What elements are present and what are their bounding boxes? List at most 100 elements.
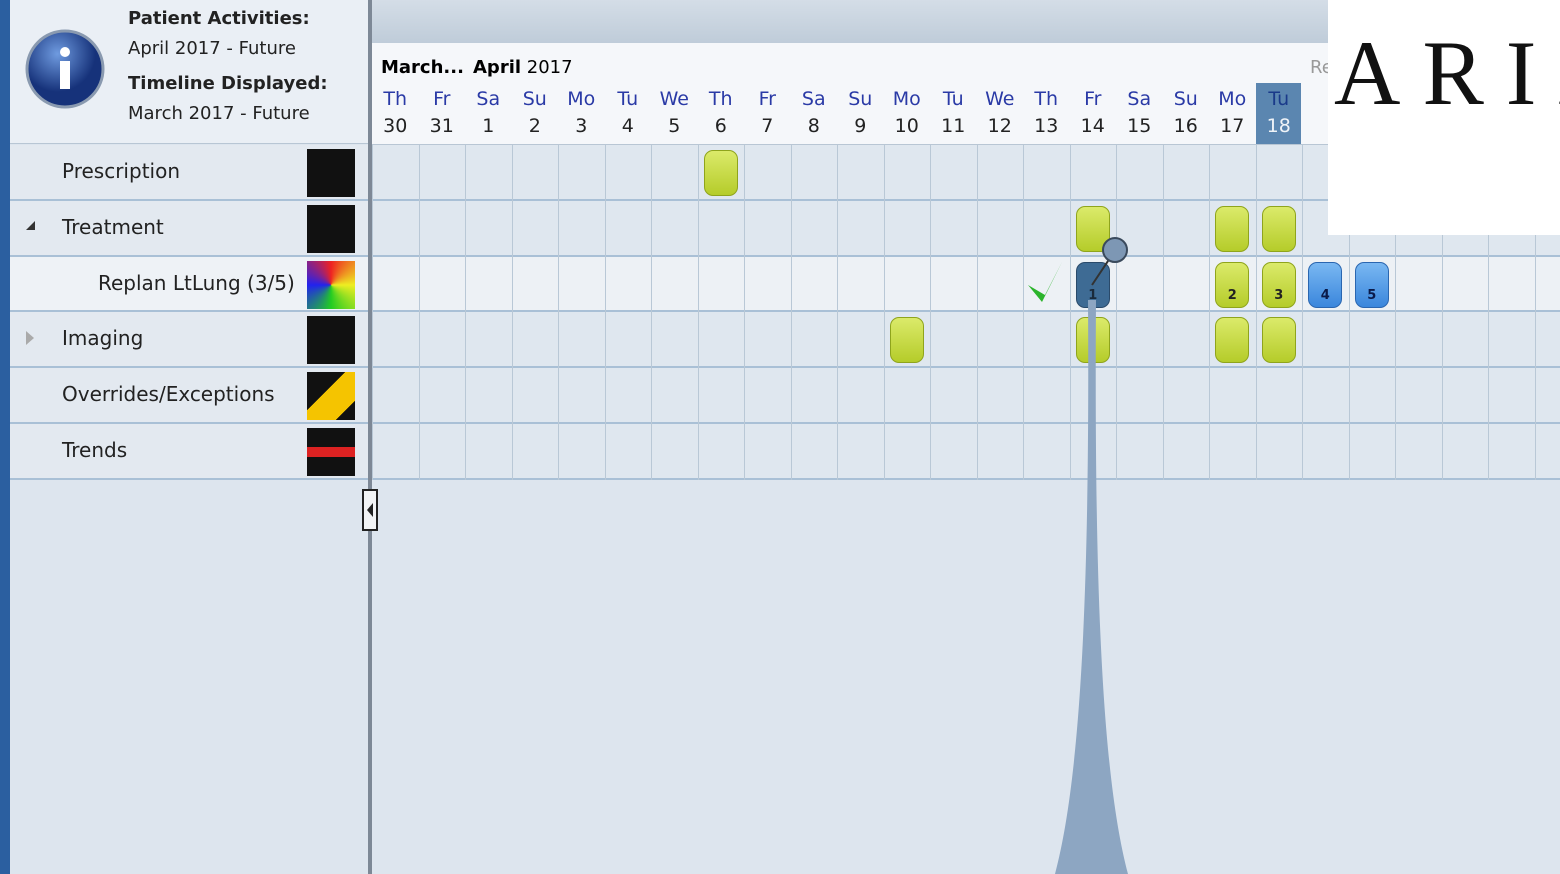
collapse-button[interactable] xyxy=(362,489,378,531)
weekday: Su xyxy=(1173,88,1198,110)
day-number: 5 xyxy=(668,115,681,137)
column-line xyxy=(883,145,885,480)
column-line xyxy=(1023,145,1024,480)
day-number: 30 xyxy=(383,115,408,137)
fraction[interactable]: 3 xyxy=(1261,261,1296,308)
day-number: 11 xyxy=(941,115,966,137)
weekday: Tu xyxy=(1268,88,1290,110)
weekday: We xyxy=(659,88,689,110)
column-line xyxy=(976,145,978,480)
expander[interactable] xyxy=(26,331,34,346)
column-line xyxy=(1255,145,1257,480)
column-line xyxy=(1348,145,1350,480)
row-label[interactable]: Replan LtLung (3/5) xyxy=(98,270,295,295)
activity[interactable] xyxy=(1261,317,1296,364)
row-icon xyxy=(307,428,355,476)
row-icon xyxy=(307,316,355,365)
row-icon xyxy=(307,204,355,253)
activity[interactable] xyxy=(1261,205,1296,252)
row-icon xyxy=(307,372,355,421)
day-number: 6 xyxy=(714,115,727,137)
day-number: 7 xyxy=(761,115,774,137)
weekday: Fr xyxy=(1084,88,1102,110)
column-line xyxy=(1534,145,1536,480)
fraction[interactable]: 2 xyxy=(1215,261,1250,308)
weekday: Mo xyxy=(1218,88,1247,110)
row-track xyxy=(372,368,1560,424)
row-icon xyxy=(307,149,355,197)
range: April 2017 - Future xyxy=(128,38,296,59)
row-track xyxy=(372,312,1560,369)
day-number: 14 xyxy=(1080,115,1105,137)
column-line xyxy=(930,145,931,480)
weekday: We xyxy=(985,88,1015,110)
column-line xyxy=(418,145,420,480)
column-line xyxy=(372,145,373,480)
day-number: 3 xyxy=(575,115,588,137)
weekday: Th xyxy=(1034,88,1059,110)
column-line xyxy=(511,145,513,480)
weekday: Sa xyxy=(801,88,826,110)
column-line xyxy=(1441,145,1443,480)
row-track xyxy=(372,424,1560,480)
weekday: Mo xyxy=(892,88,921,110)
row-icon xyxy=(307,260,355,309)
column-line xyxy=(465,145,466,480)
fraction[interactable]: 5 xyxy=(1354,261,1389,308)
arrow xyxy=(367,503,373,517)
day-number: 9 xyxy=(854,115,867,137)
logo-box: ARIA xyxy=(1328,0,1560,235)
day-number: 8 xyxy=(807,115,820,137)
activity[interactable] xyxy=(1215,317,1250,364)
column-line xyxy=(790,145,792,480)
window-edge xyxy=(0,0,10,874)
column-line xyxy=(1116,145,1117,480)
label: Timeline Displayed: xyxy=(128,73,328,94)
activity[interactable] xyxy=(1215,205,1250,252)
row-label[interactable]: Treatment xyxy=(62,214,164,239)
expander[interactable] xyxy=(26,220,35,230)
column-line xyxy=(1209,145,1210,480)
activity[interactable] xyxy=(703,150,738,196)
row-label[interactable]: Overrides/Exceptions xyxy=(62,382,275,407)
month: April 2017 xyxy=(473,57,573,78)
column-line xyxy=(558,145,559,480)
day-number: 31 xyxy=(429,115,454,137)
weekday: Fr xyxy=(433,88,451,110)
column-line xyxy=(1395,145,1396,480)
day-number: 2 xyxy=(528,115,541,137)
activity[interactable] xyxy=(1075,317,1110,364)
weekday: Sa xyxy=(476,88,501,110)
day-number: 4 xyxy=(621,115,634,137)
fraction[interactable]: 4 xyxy=(1308,261,1343,308)
column-line xyxy=(837,145,838,480)
column-line xyxy=(651,145,652,480)
day-number: 17 xyxy=(1220,115,1245,137)
year: 2017 xyxy=(526,57,573,78)
weekday: Su xyxy=(848,88,873,110)
column-line xyxy=(744,145,745,480)
day-number: 13 xyxy=(1034,115,1059,137)
info-icon xyxy=(25,29,105,109)
range: March 2017 - Future xyxy=(128,103,310,124)
day-number: 16 xyxy=(1173,115,1198,137)
row-label[interactable]: Prescription xyxy=(62,159,180,183)
day-number: 15 xyxy=(1127,115,1152,137)
column-line xyxy=(1488,145,1489,480)
activity[interactable] xyxy=(889,317,924,364)
weekday: Su xyxy=(522,88,547,110)
logo: ARIA xyxy=(1334,22,1560,124)
weekday: Th xyxy=(708,88,733,110)
weekday: Tu xyxy=(617,88,639,110)
column-line xyxy=(1069,145,1071,480)
row-label[interactable]: Trends xyxy=(62,438,128,462)
fraction[interactable]: 1 xyxy=(1075,261,1110,308)
today-highlight xyxy=(1256,83,1301,144)
activity[interactable] xyxy=(1075,205,1110,252)
label: Patient Activities: xyxy=(128,8,310,29)
column-line xyxy=(1162,145,1164,480)
weekday: Fr xyxy=(758,88,776,110)
weekday: Tu xyxy=(942,88,964,110)
row-label[interactable]: Imaging xyxy=(62,326,144,351)
